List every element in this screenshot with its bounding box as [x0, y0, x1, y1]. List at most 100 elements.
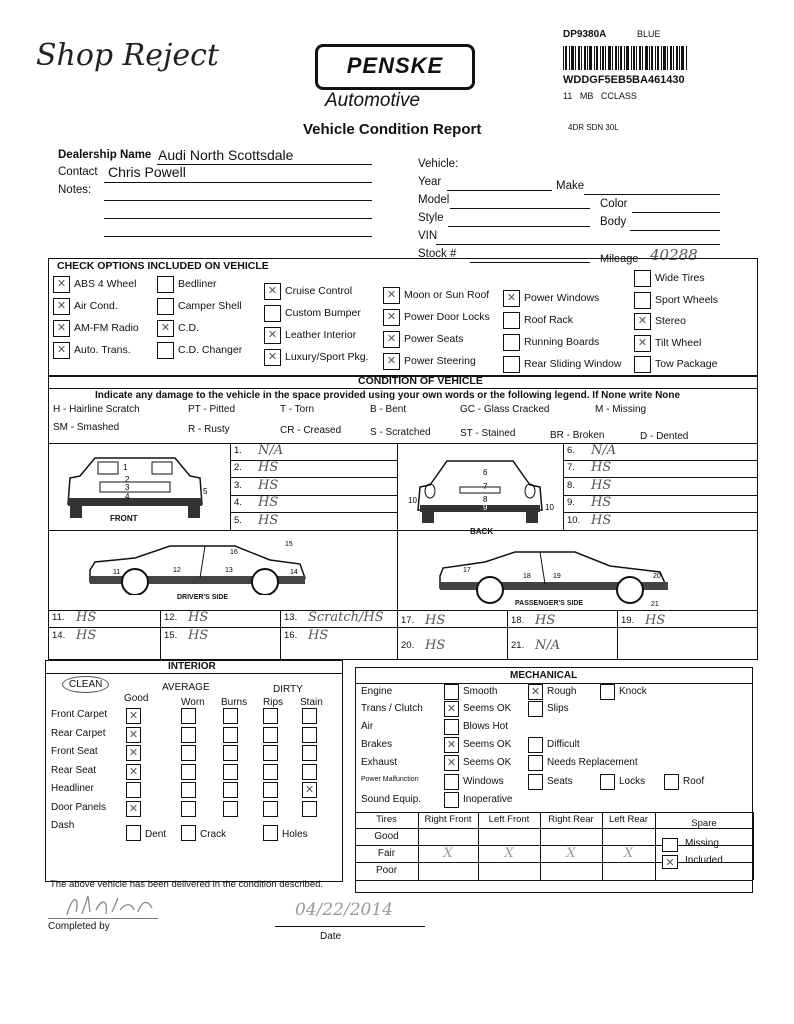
- mechanical-checkbox[interactable]: [600, 684, 615, 700]
- interior-checkbox[interactable]: [263, 763, 278, 780]
- damage-value[interactable]: HS: [591, 512, 612, 528]
- mechanical-checkbox[interactable]: [444, 701, 459, 717]
- damage-value[interactable]: Scratch/HS: [308, 610, 384, 625]
- option-checkbox[interactable]: [383, 331, 400, 348]
- option-checkbox[interactable]: [264, 327, 281, 344]
- interior-checkbox[interactable]: [181, 763, 196, 780]
- damage-value[interactable]: HS: [258, 477, 279, 493]
- interior-checkbox[interactable]: [181, 800, 196, 817]
- option-checkbox[interactable]: [634, 334, 651, 352]
- damage-value[interactable]: HS: [308, 628, 329, 643]
- option-checkbox[interactable]: [53, 320, 70, 337]
- option-checkbox[interactable]: [264, 305, 281, 322]
- interior-checkbox[interactable]: [263, 726, 278, 743]
- interior-checkbox[interactable]: [263, 782, 278, 798]
- interior-checkbox[interactable]: [181, 745, 196, 761]
- tire-mark[interactable]: X: [443, 846, 453, 861]
- damage-value[interactable]: HS: [188, 628, 209, 643]
- interior-checkbox[interactable]: [302, 782, 317, 798]
- interior-checkbox[interactable]: [126, 763, 141, 780]
- option-checkbox[interactable]: [634, 313, 651, 330]
- mechanical-checkbox[interactable]: [528, 755, 543, 771]
- interior-checkbox[interactable]: [223, 745, 238, 761]
- damage-value[interactable]: HS: [591, 477, 612, 493]
- damage-value[interactable]: HS: [188, 610, 209, 625]
- interior-checkbox[interactable]: [126, 745, 141, 761]
- interior-checkbox[interactable]: [223, 782, 238, 798]
- option-checkbox[interactable]: [634, 270, 651, 287]
- damage-value[interactable]: N/A: [535, 638, 561, 653]
- tire-mark[interactable]: X: [566, 846, 576, 861]
- damage-value[interactable]: HS: [535, 613, 556, 628]
- damage-value[interactable]: N/A: [591, 443, 617, 458]
- damage-value[interactable]: HS: [425, 638, 446, 653]
- option-checkbox[interactable]: [157, 342, 174, 359]
- mechanical-checkbox[interactable]: [600, 774, 615, 790]
- mechanical-checkbox[interactable]: [444, 737, 459, 753]
- dash-checkbox[interactable]: [126, 825, 141, 841]
- option-checkbox[interactable]: [264, 283, 281, 300]
- damage-value[interactable]: HS: [76, 628, 97, 643]
- option-checkbox[interactable]: [383, 287, 400, 304]
- interior-checkbox[interactable]: [302, 763, 317, 780]
- dash-checkbox[interactable]: [181, 825, 196, 841]
- option-checkbox[interactable]: [503, 334, 520, 351]
- interior-checkbox[interactable]: [223, 708, 238, 724]
- option-checkbox[interactable]: [503, 356, 520, 373]
- damage-value[interactable]: HS: [258, 460, 279, 476]
- damage-value[interactable]: HS: [645, 613, 666, 628]
- option-checkbox[interactable]: [634, 291, 651, 309]
- interior-checkbox[interactable]: [263, 708, 278, 724]
- spare-checkbox[interactable]: [662, 838, 678, 852]
- mechanical-checkbox[interactable]: [444, 684, 459, 700]
- option-checkbox[interactable]: [383, 353, 400, 370]
- interior-checkbox[interactable]: [223, 763, 238, 780]
- option-checkbox[interactable]: [383, 309, 400, 326]
- option-checkbox[interactable]: [264, 349, 281, 366]
- mechanical-checkbox[interactable]: [444, 774, 459, 790]
- damage-value[interactable]: HS: [425, 613, 446, 628]
- interior-checkbox[interactable]: [126, 726, 141, 743]
- interior-checkbox[interactable]: [126, 800, 141, 817]
- interior-checkbox[interactable]: [302, 745, 317, 761]
- interior-checkbox[interactable]: [263, 745, 278, 761]
- interior-checkbox[interactable]: [302, 708, 317, 724]
- damage-value[interactable]: N/A: [258, 443, 284, 458]
- option-checkbox[interactable]: [53, 342, 70, 359]
- dealership-value[interactable]: Audi North Scottsdale: [158, 147, 294, 163]
- damage-value[interactable]: HS: [591, 495, 612, 511]
- option-checkbox[interactable]: [503, 290, 520, 307]
- tire-mark[interactable]: X: [504, 846, 514, 861]
- mechanical-checkbox[interactable]: [528, 737, 543, 753]
- damage-value[interactable]: HS: [258, 512, 279, 528]
- damage-value[interactable]: HS: [258, 495, 279, 511]
- option-checkbox[interactable]: [53, 276, 70, 293]
- option-checkbox[interactable]: [503, 312, 520, 329]
- option-checkbox[interactable]: [157, 320, 174, 337]
- interior-checkbox[interactable]: [126, 708, 141, 724]
- mileage-value[interactable]: 40288: [650, 246, 698, 264]
- mechanical-checkbox[interactable]: [444, 719, 459, 735]
- dash-checkbox[interactable]: [263, 825, 278, 841]
- date-value[interactable]: 04/22/2014: [295, 900, 393, 920]
- damage-value[interactable]: HS: [76, 610, 97, 625]
- tire-mark[interactable]: X: [623, 846, 634, 861]
- option-checkbox[interactable]: [157, 298, 174, 315]
- mechanical-checkbox[interactable]: [528, 701, 543, 717]
- mechanical-checkbox[interactable]: [664, 774, 679, 790]
- interior-checkbox[interactable]: [181, 726, 196, 743]
- interior-checkbox[interactable]: [302, 726, 317, 743]
- interior-checkbox[interactable]: [181, 708, 196, 724]
- mechanical-checkbox[interactable]: [528, 684, 543, 700]
- spare-checkbox[interactable]: [662, 855, 678, 869]
- option-checkbox[interactable]: [634, 356, 651, 373]
- damage-value[interactable]: HS: [591, 460, 612, 476]
- interior-checkbox[interactable]: [263, 800, 278, 817]
- interior-checkbox[interactable]: [126, 782, 141, 798]
- mechanical-checkbox[interactable]: [528, 774, 543, 790]
- mechanical-checkbox[interactable]: [444, 792, 459, 808]
- interior-checkbox[interactable]: [223, 726, 238, 743]
- interior-checkbox[interactable]: [223, 800, 238, 817]
- interior-checkbox[interactable]: [302, 800, 317, 817]
- mechanical-checkbox[interactable]: [444, 755, 459, 771]
